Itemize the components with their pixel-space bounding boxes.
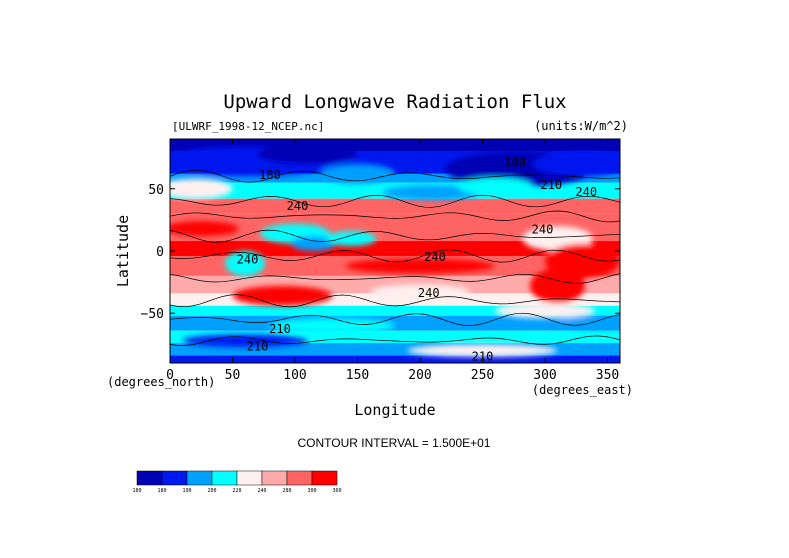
x-tick-label: 0: [166, 368, 174, 383]
colorbar-tick-label: 240: [257, 488, 266, 494]
colorbar-tick-label: 190: [182, 488, 191, 494]
x-units-label: (degrees_east): [532, 383, 633, 397]
colorbar-swatch: [286, 470, 313, 486]
heat-blob: [532, 151, 620, 177]
colorbar-tick-label: 180: [132, 488, 141, 494]
heat-blob: [170, 178, 233, 199]
x-tick-label: 200: [408, 368, 431, 383]
contour-label: 210: [540, 178, 562, 192]
colorbar-swatch: [186, 470, 213, 486]
y-axis-ticks: −50 0 50: [141, 183, 620, 322]
contour-label: 210: [247, 340, 269, 354]
contour-label: 240: [237, 252, 259, 266]
heat-blob: [370, 284, 470, 300]
contour-line: [170, 294, 620, 308]
contour-line: [170, 273, 620, 284]
heat-blob: [170, 221, 239, 237]
contour-interval-text: CONTOUR INTERVAL = 1.500E+01: [298, 436, 491, 450]
contour-label: 180: [504, 155, 526, 169]
colorbar-swatch: [236, 470, 263, 486]
x-axis-ticks: 0 50 100 150 200 250 300 350: [166, 139, 619, 383]
chart-title: Upward Longwave Radiation Flux: [223, 91, 566, 113]
y-tick-label: 50: [148, 183, 164, 198]
colorbar-tick-label: 200: [207, 488, 216, 494]
heat-blob: [291, 236, 337, 252]
colorbar-tick-label: 300: [307, 488, 316, 494]
colorbar-tick-label: 180: [157, 488, 166, 494]
heat-blob: [495, 303, 595, 319]
heat-blob: [182, 334, 308, 347]
contour-line: [170, 249, 620, 263]
contour-line: [170, 229, 620, 243]
heat-blob: [345, 258, 495, 274]
colorbar-swatch: [136, 470, 163, 486]
x-axis-label: Longitude: [354, 401, 435, 419]
lat-band: [170, 305, 620, 316]
contour-line: [170, 194, 620, 208]
heat-blob: [382, 185, 483, 200]
heat-blob: [530, 268, 585, 304]
contour-line: [170, 169, 620, 183]
y-tick-label: 0: [156, 245, 164, 260]
colorbar-swatch: [261, 470, 288, 486]
source-file-label: [ULWRF_1998-12_NCEP.nc]: [172, 120, 324, 133]
heat-blob: [457, 177, 533, 196]
heat-blob: [557, 316, 620, 330]
contour-label: 240: [424, 250, 446, 264]
units-label: (units:W/m^2): [534, 119, 628, 133]
contour-label: 240: [532, 223, 554, 237]
contour-line: [170, 335, 620, 346]
colorbar-tick-label: 220: [232, 488, 241, 494]
heat-blob: [225, 251, 265, 276]
y-units-label: (degrees_north): [107, 375, 215, 389]
contour-label: 240: [575, 185, 597, 199]
heat-blob: [326, 231, 377, 247]
heat-blob: [407, 344, 558, 357]
contour-line: [170, 312, 620, 326]
lat-band: [170, 173, 620, 183]
x-tick-label: 50: [225, 368, 241, 383]
heat-blobs: [170, 143, 620, 357]
colorbar-swatch: [161, 470, 188, 486]
heat-blob: [257, 143, 358, 164]
x-tick-label: 350: [596, 368, 619, 383]
contour-label: 240: [287, 199, 309, 213]
contour-line: [170, 210, 620, 223]
heat-blob: [270, 318, 395, 334]
contour-label: 180: [259, 168, 281, 182]
contour-label: 210: [472, 350, 494, 364]
y-axis-label: Latitude: [114, 215, 132, 287]
lat-band: [170, 355, 620, 363]
contour-lines: [170, 169, 620, 346]
x-tick-label: 100: [283, 368, 306, 383]
x-tick-label: 150: [346, 368, 369, 383]
contour-label: 210: [269, 322, 291, 336]
colorbar-tick-label: 360: [332, 488, 341, 494]
lat-band: [170, 241, 620, 256]
y-tick-label: −50: [141, 307, 164, 322]
colorbar-swatch: [311, 470, 338, 486]
colorbar-swatch: [211, 470, 238, 486]
colorbar-tick-label: 280: [282, 488, 291, 494]
x-tick-label: 250: [471, 368, 494, 383]
heat-blob: [232, 285, 333, 306]
colorbar: 180 180 190 200 220 240 280 300 360: [132, 470, 342, 494]
contour-label: 240: [418, 286, 440, 300]
lat-band: [170, 198, 620, 214]
x-tick-label: 300: [533, 368, 556, 383]
